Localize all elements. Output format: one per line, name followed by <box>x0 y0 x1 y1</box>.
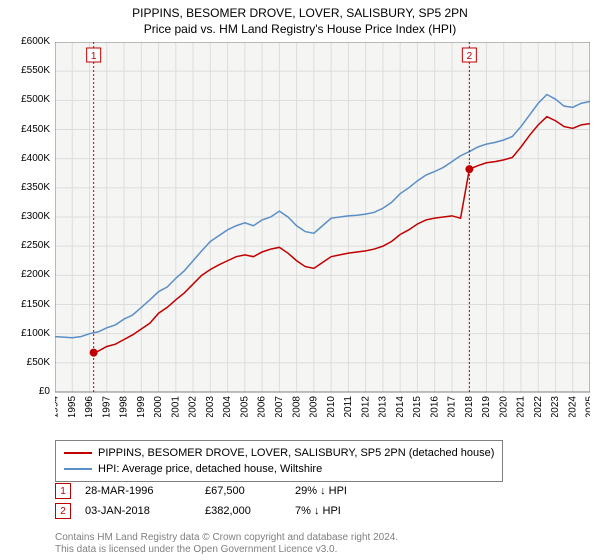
svg-text:2000: 2000 <box>153 396 164 417</box>
y-tick-label: £450K <box>0 124 50 135</box>
svg-text:2010: 2010 <box>326 396 337 417</box>
svg-text:2015: 2015 <box>412 396 423 417</box>
legend-swatch <box>64 468 92 470</box>
legend-item: HPI: Average price, detached house, Wilt… <box>64 461 494 477</box>
attribution-line2: This data is licensed under the Open Gov… <box>55 544 398 556</box>
y-tick-label: £300K <box>0 211 50 222</box>
svg-text:2022: 2022 <box>533 396 544 417</box>
y-tick-label: £500K <box>0 94 50 105</box>
y-tick-label: £550K <box>0 65 50 76</box>
svg-text:2023: 2023 <box>550 396 561 417</box>
svg-text:2001: 2001 <box>170 396 181 417</box>
y-tick-label: £200K <box>0 269 50 280</box>
sales-markers: 1 28-MAR-1996£67,50029% ↓ HPI 2 03-JAN-2018… <box>55 483 347 523</box>
svg-text:2005: 2005 <box>239 396 250 417</box>
sale-badge: 2 <box>55 503 71 519</box>
legend: PIPPINS, BESOMER DROVE, LOVER, SALISBURY… <box>55 440 503 482</box>
svg-text:1: 1 <box>91 51 97 62</box>
y-tick-label: £400K <box>0 153 50 164</box>
svg-text:2013: 2013 <box>378 396 389 417</box>
svg-text:2014: 2014 <box>395 396 406 417</box>
sale-row: 2 03-JAN-2018£382,0007% ↓ HPI <box>55 503 347 519</box>
svg-text:2003: 2003 <box>205 396 216 417</box>
svg-text:2024: 2024 <box>567 396 578 417</box>
svg-text:2012: 2012 <box>360 396 371 417</box>
svg-text:2021: 2021 <box>516 396 527 417</box>
y-tick-label: £350K <box>0 182 50 193</box>
svg-text:2011: 2011 <box>343 396 354 417</box>
sale-price: £67,500 <box>205 485 295 497</box>
sale-diff: 29% ↓ HPI <box>295 485 347 497</box>
chart-svg: 1994 1995 1996 1997 1998 1999 2000 2001 2002 2003… <box>55 42 590 417</box>
sale-badge: 1 <box>55 483 71 499</box>
legend-label: PIPPINS, BESOMER DROVE, LOVER, SALISBURY… <box>98 445 494 461</box>
svg-text:2019: 2019 <box>481 396 492 417</box>
svg-text:1998: 1998 <box>119 396 130 417</box>
svg-text:2: 2 <box>467 51 473 62</box>
sale-date: 03-JAN-2018 <box>85 505 205 517</box>
y-tick-label: £0 <box>0 386 50 397</box>
y-tick-label: £150K <box>0 299 50 310</box>
svg-text:2007: 2007 <box>274 396 285 417</box>
svg-text:1995: 1995 <box>67 396 78 417</box>
legend-swatch <box>64 452 92 454</box>
svg-text:2020: 2020 <box>498 396 509 417</box>
legend-label: HPI: Average price, detached house, Wilt… <box>98 461 322 477</box>
svg-text:2025: 2025 <box>585 396 590 417</box>
chart-title: PIPPINS, BESOMER DROVE, LOVER, SALISBURY… <box>0 0 600 20</box>
y-tick-label: £100K <box>0 328 50 339</box>
y-tick-label: £250K <box>0 240 50 251</box>
y-tick-label: £600K <box>0 36 50 47</box>
sale-price: £382,000 <box>205 505 295 517</box>
svg-text:1997: 1997 <box>101 396 112 417</box>
sale-date: 28-MAR-1996 <box>85 485 205 497</box>
svg-text:2008: 2008 <box>291 396 302 417</box>
svg-text:2016: 2016 <box>429 396 440 417</box>
sale-row: 1 28-MAR-1996£67,50029% ↓ HPI <box>55 483 347 499</box>
svg-text:2004: 2004 <box>222 396 233 417</box>
y-tick-label: £50K <box>0 357 50 368</box>
attribution: Contains HM Land Registry data © Crown c… <box>55 532 398 556</box>
svg-text:2018: 2018 <box>464 396 475 417</box>
svg-text:2017: 2017 <box>447 396 458 417</box>
legend-item: PIPPINS, BESOMER DROVE, LOVER, SALISBURY… <box>64 445 494 461</box>
svg-text:2002: 2002 <box>188 396 199 417</box>
svg-text:1999: 1999 <box>136 396 147 417</box>
svg-text:1994: 1994 <box>55 396 61 417</box>
sale-diff: 7% ↓ HPI <box>295 505 341 517</box>
svg-text:1996: 1996 <box>84 396 95 417</box>
svg-text:2009: 2009 <box>309 396 320 417</box>
chart-subtitle: Price paid vs. HM Land Registry's House … <box>0 20 600 40</box>
attribution-line1: Contains HM Land Registry data © Crown c… <box>55 532 398 544</box>
svg-text:2006: 2006 <box>257 396 268 417</box>
chart-container: PIPPINS, BESOMER DROVE, LOVER, SALISBURY… <box>0 0 600 560</box>
